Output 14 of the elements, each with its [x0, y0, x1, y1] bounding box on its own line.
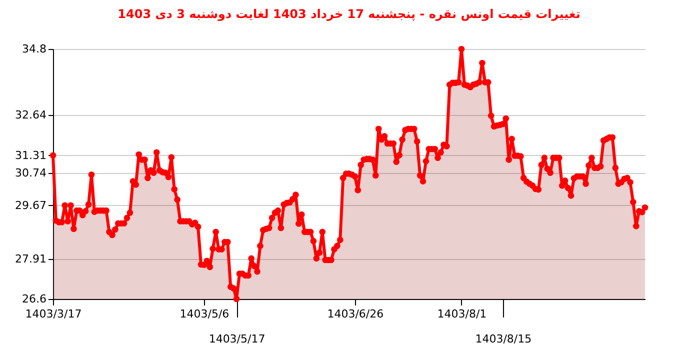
y-tick-label: 34.8 — [22, 42, 46, 56]
y-tick-label: 32.64 — [15, 108, 46, 122]
y-tick-label: 30.74 — [15, 166, 46, 180]
y-tick-label: 26.6 — [22, 292, 46, 306]
x-tick-label: 1403/6/26 — [327, 308, 384, 320]
x-tick-label: 1403/8/15 — [475, 332, 532, 346]
x-tick-label: 1403/3/17 — [25, 308, 82, 320]
y-tick-label: 31.31 — [15, 148, 46, 162]
x-tick-label: 1403/5/6 — [180, 308, 230, 320]
x-tick-label: 1403/8/1 — [437, 308, 487, 320]
x-tick-label: 1403/5/17 — [208, 332, 266, 346]
y-tick-label: 27.91 — [15, 252, 46, 266]
chart-title: تغییرات قیمت اونس نقره - پنجشنبه 17 خرداد 1403 لغایت دوشنبه 3 دی 1403 — [118, 7, 580, 21]
y-tick-label: 29.67 — [15, 198, 46, 212]
